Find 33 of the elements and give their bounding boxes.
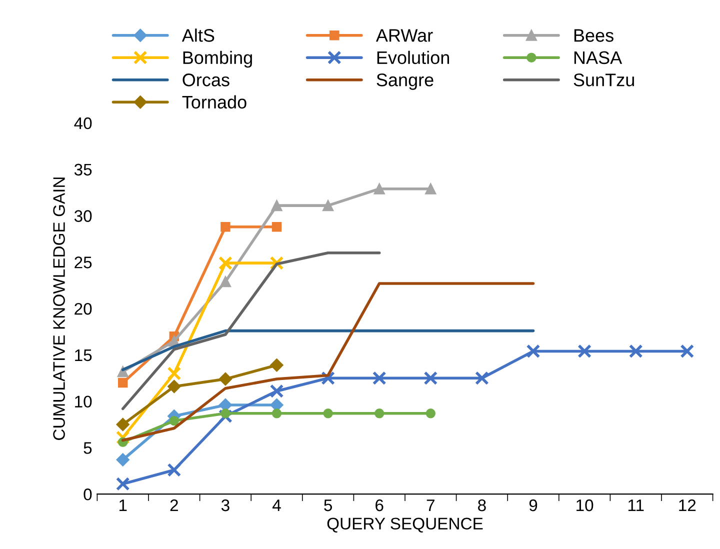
y-tick-label: 20 — [74, 302, 92, 315]
x-tick-label: 11 — [628, 500, 644, 512]
x-tick-label: 7 — [426, 500, 434, 512]
y-tick-label: 40 — [74, 117, 92, 130]
x-tick-label: 12 — [679, 499, 696, 512]
y-axis-title: CUMULATIVE KNOWLEDGE GAIN — [53, 178, 65, 440]
x-tick-label: 1 — [119, 500, 127, 512]
x-tick-label: 10 — [576, 499, 594, 512]
x-tick-label: 9 — [529, 499, 538, 512]
y-tick-label: 10 — [75, 396, 92, 408]
legend-label: Orcas — [182, 74, 230, 86]
y-tick-label: 25 — [74, 256, 92, 268]
legend-label: ARWar — [376, 29, 433, 42]
y-tick-label: 15 — [75, 350, 92, 362]
legend-label: SunTzu — [574, 74, 634, 86]
y-tick-label: 35 — [74, 164, 92, 176]
x-axis-title: QUERY SEQUENCE — [327, 518, 483, 532]
y-tick-label: 5 — [84, 442, 92, 454]
x-tick-label: 4 — [272, 500, 281, 512]
x-tick-label: 2 — [170, 499, 178, 512]
legend-label: Sangre — [376, 74, 434, 90]
legend-label: Tornado — [182, 95, 246, 109]
legend-label: Evolution — [377, 50, 450, 64]
legend-label: Bombing — [183, 50, 252, 68]
y-tick-label: 0 — [84, 488, 92, 500]
x-tick-label: 5 — [324, 500, 332, 512]
x-tick-label: 8 — [478, 499, 486, 512]
legend-label: NASA — [574, 51, 622, 64]
legend-label: AltS — [182, 28, 214, 42]
x-tick-label: 6 — [376, 499, 384, 512]
x-tick-label: 3 — [221, 499, 230, 512]
y-tick-label: 30 — [74, 210, 92, 222]
legend-label: Bees — [574, 29, 614, 42]
